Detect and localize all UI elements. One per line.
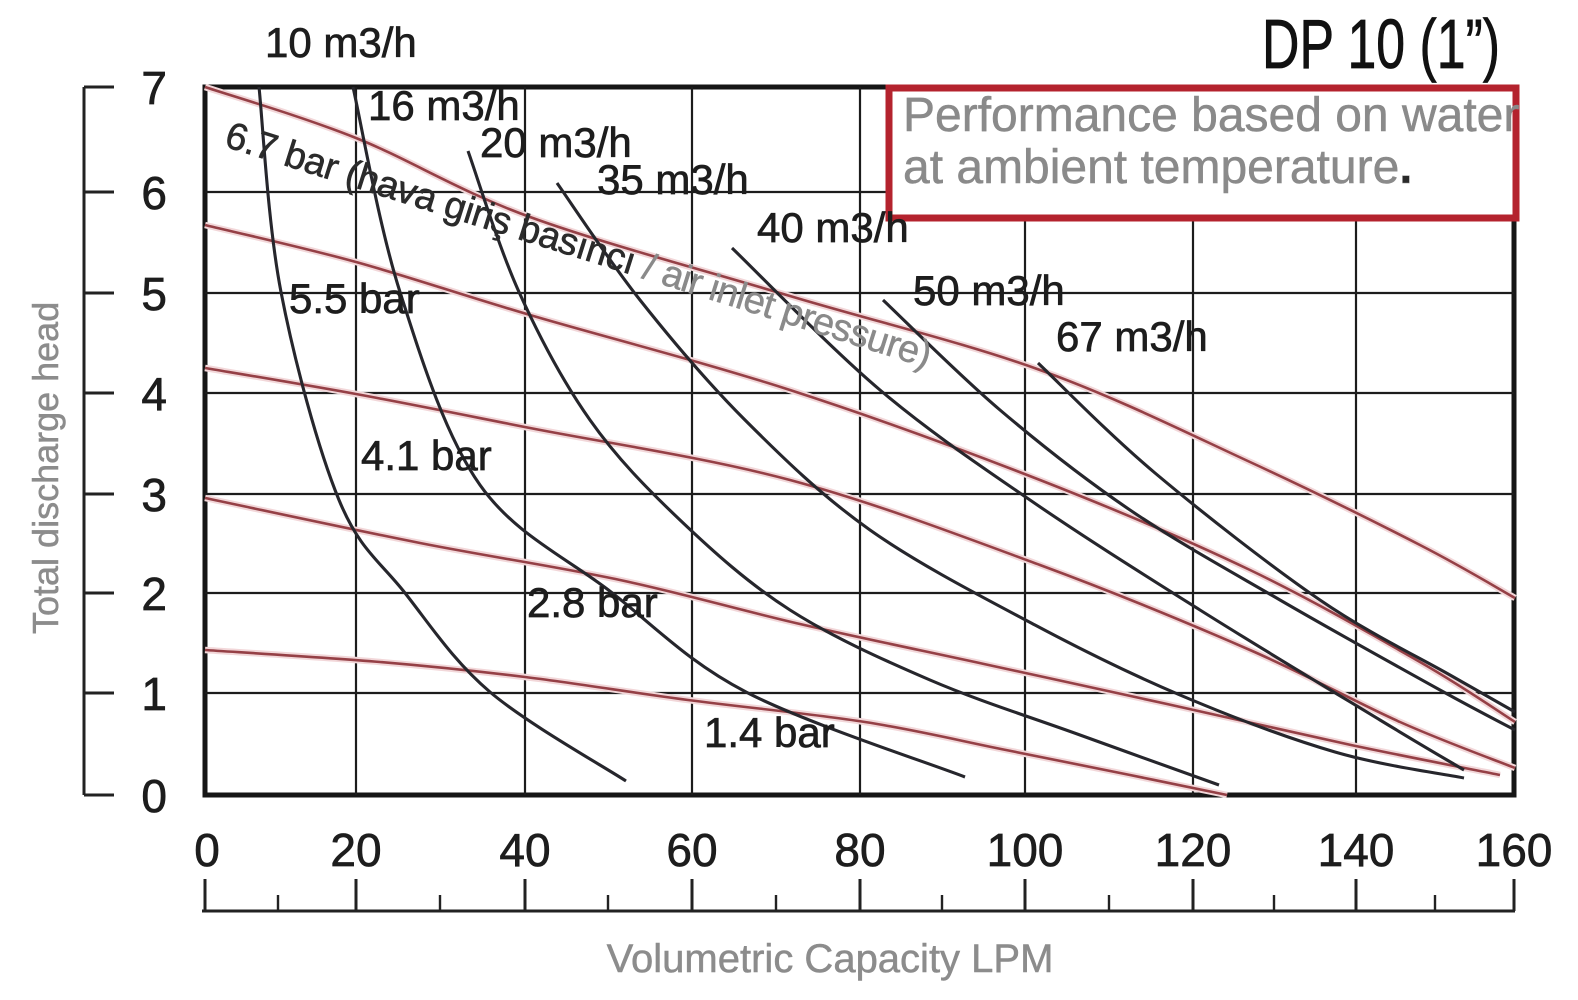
- svg-text:Volumetric Capacity LPM: Volumetric Capacity LPM: [607, 937, 1054, 981]
- svg-text:Performance based on water: Performance based on water: [903, 89, 1519, 142]
- svg-text:5: 5: [141, 268, 167, 320]
- svg-text:35 m3/h: 35 m3/h: [597, 156, 749, 203]
- svg-text:0: 0: [194, 824, 220, 876]
- svg-text:160: 160: [1476, 824, 1553, 876]
- svg-text:DP 10 (1”): DP 10 (1”): [1262, 5, 1500, 83]
- svg-text:6: 6: [141, 167, 167, 219]
- svg-text:at ambient temperature.: at ambient temperature.: [903, 141, 1413, 194]
- svg-text:10 m3/h: 10 m3/h: [265, 19, 417, 66]
- svg-text:7: 7: [141, 62, 167, 114]
- svg-text:60: 60: [666, 824, 717, 876]
- svg-text:100: 100: [987, 824, 1064, 876]
- svg-text:0: 0: [141, 770, 167, 822]
- svg-text:3: 3: [141, 469, 167, 521]
- svg-text:40: 40: [499, 824, 550, 876]
- svg-text:67 m3/h: 67 m3/h: [1056, 313, 1208, 360]
- svg-text:5.5 bar: 5.5 bar: [289, 275, 420, 322]
- svg-text:140: 140: [1318, 824, 1395, 876]
- svg-text:16 m3/h: 16 m3/h: [368, 82, 520, 129]
- svg-text:20 m3/h: 20 m3/h: [480, 119, 632, 166]
- svg-text:20: 20: [330, 824, 381, 876]
- svg-text:2: 2: [141, 568, 167, 620]
- svg-text:50 m3/h: 50 m3/h: [913, 267, 1065, 314]
- svg-text:Total discharge head: Total discharge head: [25, 302, 66, 634]
- svg-text:1: 1: [141, 668, 167, 720]
- svg-text:80: 80: [834, 824, 885, 876]
- svg-text:120: 120: [1155, 824, 1232, 876]
- svg-text:4: 4: [141, 368, 167, 420]
- svg-text:1.4 bar: 1.4 bar: [704, 709, 835, 756]
- svg-text:4.1 bar: 4.1 bar: [361, 432, 492, 479]
- svg-text:2.8 bar: 2.8 bar: [527, 579, 658, 626]
- svg-text:40 m3/h: 40 m3/h: [757, 204, 909, 251]
